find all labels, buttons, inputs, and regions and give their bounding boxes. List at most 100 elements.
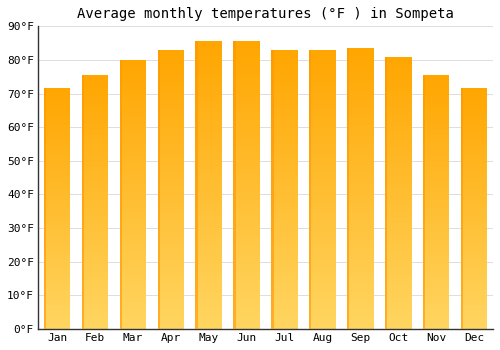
Bar [120,255,146,258]
Bar [120,221,146,225]
Bar [423,281,450,285]
Bar [158,57,184,60]
Bar [461,206,487,209]
Bar [234,207,260,210]
Bar [385,186,411,189]
Bar [461,203,487,206]
Bar [461,317,487,320]
Bar [347,55,374,59]
Bar [234,128,260,131]
Bar [120,282,146,285]
Bar [461,170,487,173]
Bar [385,87,411,91]
Bar [120,161,146,164]
Bar [120,292,146,295]
Bar [120,258,146,262]
Bar [196,214,222,217]
Bar [385,67,411,70]
Bar [44,94,70,98]
Bar [385,94,411,97]
Bar [120,100,146,104]
Bar [347,189,374,192]
Bar [385,292,411,295]
Bar [272,196,298,200]
Bar [196,99,222,103]
Bar [423,278,450,281]
Bar [423,319,450,323]
Bar [44,119,70,121]
Bar [309,60,336,64]
Bar [309,270,336,273]
Bar [234,236,260,239]
Bar [120,104,146,107]
Bar [423,272,450,275]
Bar [120,154,146,158]
Bar [347,308,374,312]
Bar [385,264,411,268]
Bar [158,193,184,196]
Bar [44,224,70,227]
Bar [461,269,487,272]
Bar [347,231,374,234]
Bar [120,181,146,184]
Bar [309,290,336,294]
Bar [158,304,184,308]
Bar [82,281,108,285]
Bar [44,257,70,260]
Bar [385,57,411,60]
Bar [82,253,108,256]
Bar [461,290,487,293]
Bar [234,196,260,200]
Bar [309,127,336,130]
Bar [385,254,411,257]
Bar [461,218,487,221]
Bar [423,94,450,97]
Bar [158,207,184,210]
Bar [158,81,184,85]
Bar [272,165,298,168]
Bar [234,311,260,315]
Bar [120,97,146,100]
Bar [309,81,336,85]
Bar [347,217,374,220]
Bar [120,134,146,137]
Bar [272,200,298,203]
Bar [347,160,374,164]
Bar [120,177,146,181]
Bar [82,85,108,88]
Bar [82,221,108,224]
Bar [120,231,146,235]
Bar [385,326,411,329]
Bar [234,199,260,203]
Bar [272,189,298,193]
Bar [158,88,184,92]
Bar [423,316,450,319]
Bar [196,167,222,171]
Bar [82,211,108,215]
Bar [347,52,374,55]
Bar [272,106,298,109]
Bar [44,236,70,239]
Bar [272,85,298,88]
Bar [272,78,298,81]
Bar [82,313,108,316]
Bar [196,117,222,120]
Bar [158,123,184,127]
Bar [461,209,487,212]
Bar [347,234,374,238]
Bar [385,274,411,278]
Bar [272,113,298,116]
Bar [309,287,336,290]
Bar [423,202,450,205]
Bar [120,225,146,228]
Bar [309,182,336,186]
Bar [44,167,70,170]
Bar [461,263,487,266]
Bar [309,95,336,99]
Bar [158,318,184,322]
Bar [234,124,260,128]
Bar [272,231,298,235]
Bar [196,268,222,271]
Bar [196,77,222,81]
Bar [347,318,374,322]
